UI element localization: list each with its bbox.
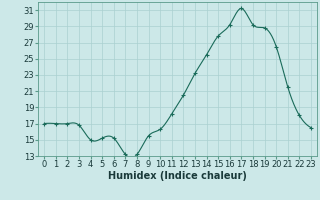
- X-axis label: Humidex (Indice chaleur): Humidex (Indice chaleur): [108, 171, 247, 181]
